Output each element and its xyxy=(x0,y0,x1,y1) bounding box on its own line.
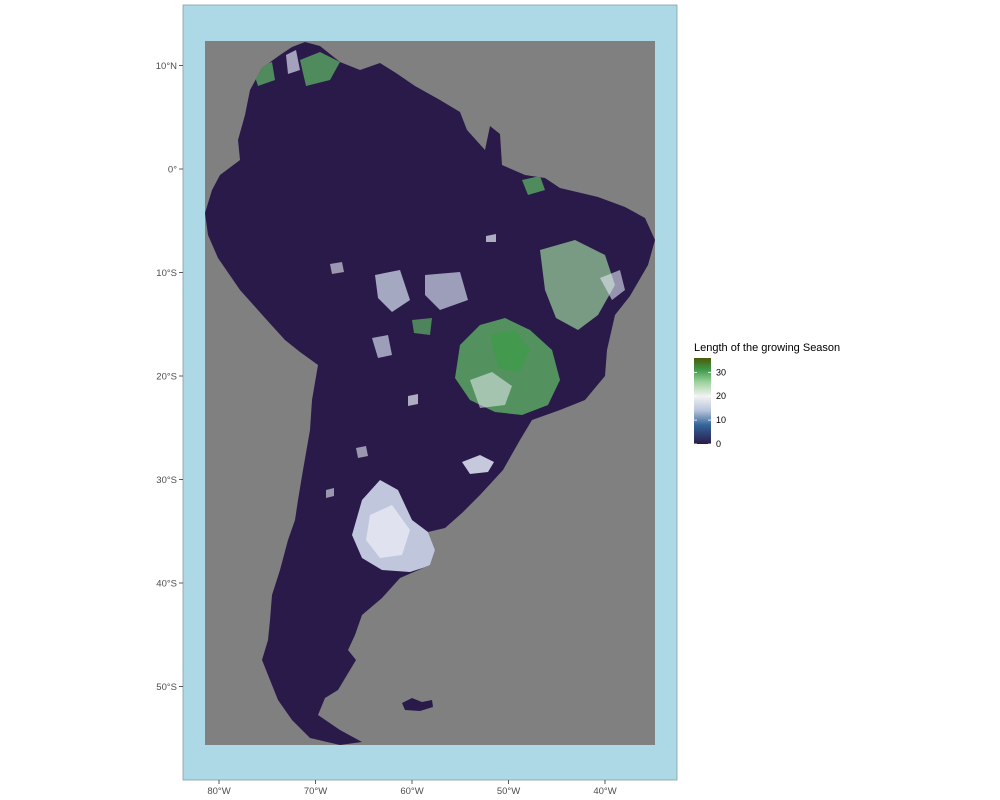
legend-break-label: 20 xyxy=(716,391,726,401)
lat-tick-label: 30°S xyxy=(156,475,177,486)
lon-tick-label: 80°W xyxy=(207,786,230,797)
legend-break-label: 30 xyxy=(716,367,726,377)
legend-title: Length of the growing Season xyxy=(694,342,840,354)
legend-break-label: 0 xyxy=(716,439,721,449)
legend-breaks: 0 10 20 30 xyxy=(694,367,726,449)
color-legend: Length of the growing Season 0 10 20 30 xyxy=(694,342,840,449)
lon-tick-label: 70°W xyxy=(304,786,327,797)
lat-tick-label: 20°S xyxy=(156,372,177,383)
legend-break-label: 10 xyxy=(716,415,726,425)
lat-tick-label: 40°S xyxy=(156,579,177,590)
legend-colorbar xyxy=(694,358,711,444)
lat-tick-label: 0° xyxy=(168,165,177,176)
lon-tick-label: 40°W xyxy=(593,786,616,797)
lat-tick-label: 10°N xyxy=(156,61,177,72)
longitude-axis: 80°W 70°W 60°W 50°W 40°W xyxy=(207,780,617,797)
south-america-landmass xyxy=(205,42,655,745)
falkland-islands xyxy=(402,698,433,711)
lat-tick-label: 10°S xyxy=(156,268,177,279)
lat-tick-label: 50°S xyxy=(156,682,177,693)
lon-tick-label: 50°W xyxy=(497,786,520,797)
lon-tick-label: 60°W xyxy=(400,786,423,797)
latitude-axis: 10°N 0° 10°S 20°S 30°S 40°S 50°S xyxy=(156,61,183,693)
growing-season-patches xyxy=(252,50,625,572)
